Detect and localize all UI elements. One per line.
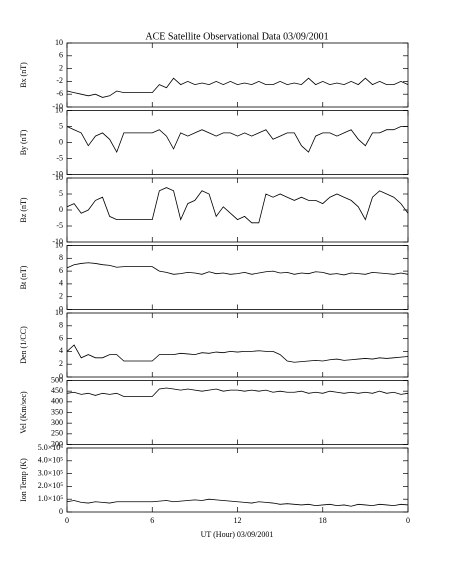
y-tick-label: 2 bbox=[59, 63, 63, 72]
data-line bbox=[66, 262, 409, 276]
y-axis-label: Bt (nT) bbox=[19, 265, 28, 289]
data-line bbox=[66, 498, 409, 507]
data-line bbox=[66, 344, 409, 363]
y-tick-label: 10 bbox=[55, 308, 63, 317]
y-tick-label: -5 bbox=[56, 153, 63, 162]
y-tick-label: 2 bbox=[59, 359, 63, 368]
x-tick-label: 18 bbox=[319, 516, 327, 525]
y-tick-label: 6 bbox=[59, 333, 63, 342]
y-tick-label: -5 bbox=[56, 221, 63, 230]
y-tick-label: 4 bbox=[59, 346, 63, 355]
y-tick-label: 250 bbox=[51, 429, 63, 438]
y-tick-label: -10 bbox=[52, 237, 63, 246]
y-tick-label: 200 bbox=[51, 439, 63, 448]
data-line bbox=[66, 187, 409, 224]
y-axis-label: Vel (Km/sec) bbox=[19, 391, 28, 434]
x-tick-label: 12 bbox=[234, 516, 242, 525]
y-tick-label: 1.0×10⁵ bbox=[38, 494, 64, 503]
y-tick-label: -2 bbox=[56, 76, 63, 85]
y-tick-label: 0 bbox=[59, 137, 63, 146]
y-axis-label: By (nT) bbox=[19, 129, 28, 155]
y-tick-label: 2 bbox=[59, 292, 63, 301]
y-tick-label: 0 bbox=[59, 205, 63, 214]
y-axis-label: Den (1/CC) bbox=[19, 326, 28, 364]
y-tick-label: -6 bbox=[56, 89, 63, 98]
y-axis-label: Ion Temp (K) bbox=[19, 458, 28, 502]
y-tick-label: -10 bbox=[52, 102, 63, 111]
chart-title: ACE Satellite Observational Data 03/09/2… bbox=[145, 31, 328, 42]
y-axis-label: Bz (nT) bbox=[19, 197, 28, 222]
y-tick-label: 5 bbox=[59, 189, 63, 198]
data-line bbox=[66, 126, 408, 154]
y-tick-label: 8 bbox=[59, 321, 63, 330]
y-tick-label: 4.0×10⁵ bbox=[38, 456, 64, 465]
y-tick-label: 6 bbox=[59, 266, 63, 275]
y-tick-label: 10 bbox=[55, 105, 63, 114]
y-axis-label: Bx (nT) bbox=[19, 62, 28, 88]
y-tick-label: 6 bbox=[59, 51, 63, 60]
y-tick-label: 10 bbox=[55, 38, 63, 47]
y-tick-label: 0 bbox=[59, 304, 63, 313]
y-tick-label: 0 bbox=[59, 507, 63, 516]
y-tick-label: 4 bbox=[59, 279, 63, 288]
data-line bbox=[66, 387, 409, 397]
y-tick-label: 10 bbox=[55, 173, 63, 182]
y-tick-label: 500 bbox=[51, 375, 63, 384]
y-tick-label: -10 bbox=[52, 169, 63, 178]
y-tick-label: 400 bbox=[51, 397, 63, 406]
x-tick-label: 0 bbox=[65, 516, 69, 525]
data-line bbox=[66, 77, 409, 98]
y-tick-label: 350 bbox=[51, 407, 63, 416]
y-tick-label: 10 bbox=[55, 240, 63, 249]
y-tick-label: 300 bbox=[51, 418, 63, 427]
y-tick-label: 5.0×10⁵ bbox=[38, 443, 64, 452]
y-tick-label: 450 bbox=[51, 386, 63, 395]
y-tick-label: 5 bbox=[59, 121, 63, 130]
x-tick-label: 0 bbox=[406, 516, 410, 525]
y-tick-label: 8 bbox=[59, 253, 63, 262]
y-tick-label: 3.0×10⁵ bbox=[38, 468, 64, 477]
y-tick-label: 2.0×10⁵ bbox=[38, 481, 64, 490]
x-axis-label: UT (Hour) 03/09/2001 bbox=[201, 530, 274, 539]
x-tick-label: 6 bbox=[150, 516, 154, 525]
y-tick-label: 0 bbox=[59, 372, 63, 381]
